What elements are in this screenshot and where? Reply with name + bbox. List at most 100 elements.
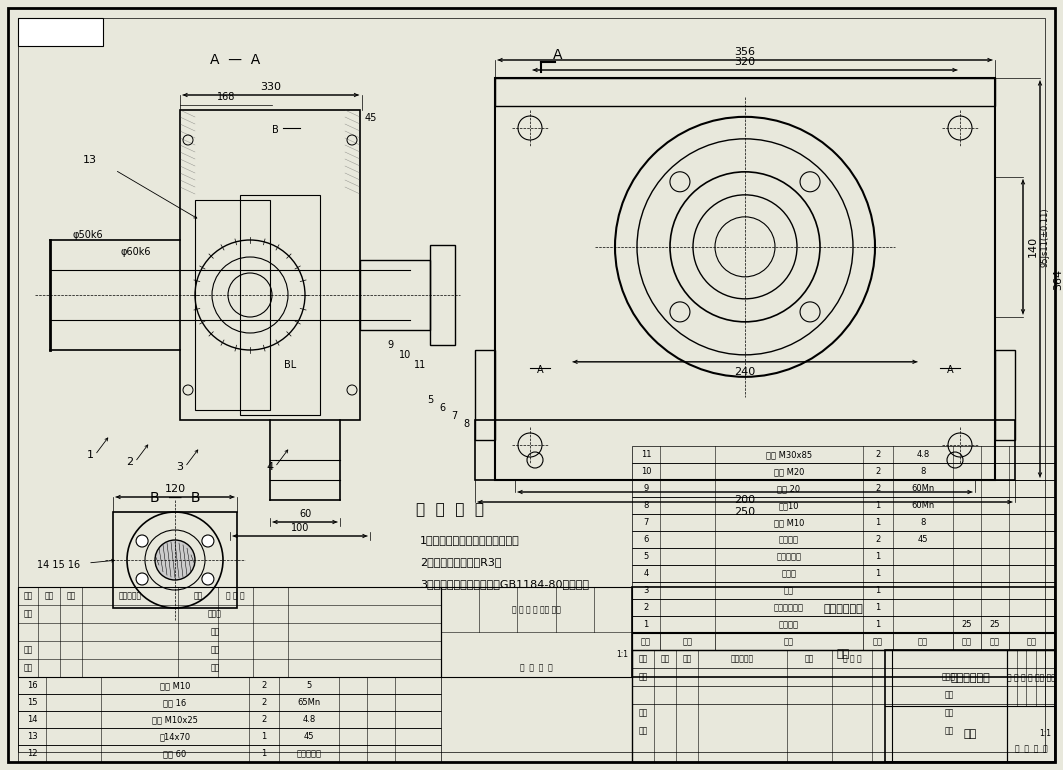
Text: 140: 140 — [1028, 236, 1037, 257]
Text: 120: 120 — [165, 484, 186, 494]
Bar — [18, 677, 441, 694]
Text: 驱动端部总成: 驱动端部总成 — [950, 673, 990, 683]
Text: A: A — [537, 365, 543, 375]
Text: 学号: 学号 — [210, 645, 220, 654]
Bar — [18, 745, 441, 762]
Text: 学号: 学号 — [944, 708, 954, 718]
Text: 批准: 批准 — [944, 727, 954, 735]
Text: 审核: 审核 — [639, 708, 647, 718]
Text: 8: 8 — [921, 467, 926, 476]
Text: 7: 7 — [643, 518, 648, 527]
Text: 年 月 日: 年 月 日 — [843, 654, 861, 664]
Bar — [475, 350, 495, 440]
Text: 168: 168 — [217, 92, 235, 102]
Text: 签名: 签名 — [805, 654, 814, 664]
Text: 阶 段 标 记 重量 比例: 阶 段 标 记 重量 比例 — [512, 605, 561, 614]
Text: 16: 16 — [27, 681, 37, 690]
Bar — [632, 446, 1054, 463]
Bar — [632, 497, 1054, 514]
Text: 25: 25 — [990, 620, 1000, 629]
Bar — [632, 548, 1054, 565]
Text: 设计: 设计 — [639, 672, 647, 681]
Text: 1: 1 — [643, 620, 648, 629]
Text: 更改文件号: 更改文件号 — [118, 591, 141, 601]
Text: 1: 1 — [875, 603, 880, 612]
Text: 技  术  要  求: 技 术 要 求 — [416, 503, 484, 517]
Text: 2: 2 — [643, 603, 648, 612]
Text: 8: 8 — [921, 518, 926, 527]
Text: 2: 2 — [261, 681, 267, 690]
Text: 油圈 60: 油圈 60 — [164, 749, 187, 758]
Text: 6: 6 — [643, 535, 648, 544]
Text: 2: 2 — [261, 698, 267, 707]
Text: 前轴: 前轴 — [784, 586, 794, 595]
Circle shape — [136, 535, 148, 547]
Text: 工艺: 工艺 — [23, 664, 33, 672]
Text: 240: 240 — [735, 367, 756, 377]
Text: 部件: 部件 — [963, 729, 977, 739]
Bar — [360, 260, 431, 330]
Text: 部件: 部件 — [837, 650, 850, 659]
Circle shape — [155, 540, 195, 580]
Text: 4.8: 4.8 — [916, 450, 930, 459]
Text: 材料: 材料 — [918, 637, 928, 646]
Text: 13: 13 — [27, 732, 37, 741]
Text: 1、零件加工表面上不应有划痕；: 1、零件加工表面上不应有划痕； — [420, 535, 520, 545]
Text: 1: 1 — [875, 552, 880, 561]
Bar — [18, 728, 441, 745]
Text: 阶 段 标 记 重量 比例: 阶 段 标 记 重量 比例 — [1007, 674, 1056, 682]
Text: 4: 4 — [267, 462, 273, 472]
Text: 2、未注明圆角均为R3；: 2、未注明圆角均为R3； — [420, 557, 502, 567]
Text: 14: 14 — [27, 715, 37, 724]
Text: 200: 200 — [735, 495, 756, 505]
Text: 标记: 标记 — [23, 591, 33, 601]
Text: 60: 60 — [299, 509, 311, 519]
Bar — [18, 711, 441, 728]
Text: 330: 330 — [260, 82, 282, 92]
Bar — [475, 420, 1015, 480]
Text: 10: 10 — [399, 350, 411, 360]
Bar — [632, 514, 1054, 531]
Text: 序号: 序号 — [641, 637, 651, 646]
Text: 12: 12 — [27, 749, 37, 758]
Text: 数量: 数量 — [873, 637, 883, 646]
Text: A: A — [553, 48, 562, 62]
Text: 60Mn: 60Mn — [911, 501, 934, 510]
Text: 2: 2 — [126, 457, 134, 467]
Text: 密封盖: 密封盖 — [781, 569, 796, 578]
Text: 共  张  第  张: 共 张 第 张 — [1014, 744, 1047, 753]
Text: φ60k6: φ60k6 — [120, 247, 151, 257]
Text: 名称: 名称 — [784, 637, 794, 646]
Bar — [632, 587, 1054, 677]
Text: A: A — [947, 365, 954, 375]
Text: 13: 13 — [83, 155, 97, 165]
Text: 9: 9 — [643, 484, 648, 493]
Text: 锁紧孔端盖: 锁紧孔端盖 — [776, 552, 802, 561]
Text: 5: 5 — [643, 552, 648, 561]
Circle shape — [202, 535, 214, 547]
Text: 2: 2 — [261, 715, 267, 724]
Text: 头部轴承装配: 头部轴承装配 — [774, 603, 804, 612]
Text: 螺母 M10: 螺母 M10 — [774, 518, 805, 527]
Text: 4.8: 4.8 — [302, 715, 316, 724]
Text: 螺栓 M30x85: 螺栓 M30x85 — [766, 450, 812, 459]
Text: 5: 5 — [306, 681, 311, 690]
Text: 45: 45 — [917, 535, 928, 544]
Text: φ50k6: φ50k6 — [72, 230, 103, 240]
Bar — [632, 633, 1054, 650]
Text: 6: 6 — [439, 403, 445, 413]
Text: 螺栓 M10x25: 螺栓 M10x25 — [152, 715, 198, 724]
Text: 364: 364 — [1053, 269, 1063, 290]
Bar — [495, 78, 995, 480]
Text: A  —  A: A — A — [209, 53, 260, 67]
Bar — [632, 565, 1054, 582]
Text: 356: 356 — [735, 47, 756, 57]
Text: 11: 11 — [641, 450, 652, 459]
Text: 总重: 总重 — [990, 637, 1000, 646]
Bar — [18, 18, 103, 46]
Text: 更改文件号: 更改文件号 — [731, 654, 754, 664]
Text: 标记: 标记 — [639, 654, 647, 664]
Text: 65Mn: 65Mn — [298, 698, 321, 707]
Text: 8: 8 — [463, 419, 469, 429]
Bar — [441, 587, 632, 677]
